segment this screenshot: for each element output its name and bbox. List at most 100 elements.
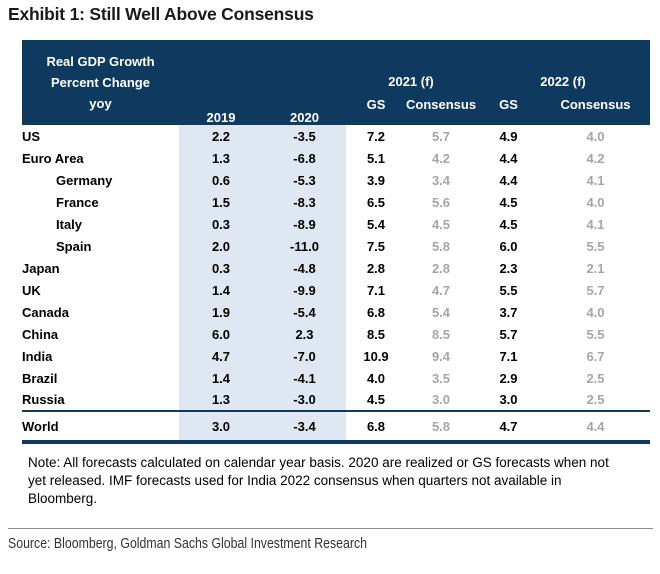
header-gs-2022: GS [476,92,541,125]
value-cell: 2.0 [179,235,263,257]
value-cell: 4.1 [586,172,605,188]
value-cell: 5.7 [431,128,451,144]
row-label: Italy [56,216,83,232]
world-2021-consensus-value: 5.8 [406,410,476,444]
table-row: Canada 1.9 -5.4 6.8 5.4 3.7 4.0 [22,301,650,323]
value-cell: -5.3 [263,169,346,191]
world-row-label: World [22,410,179,444]
table-row: UK 1.4 -9.9 7.1 4.7 5.5 5.7 [22,279,650,301]
value-cell: 6.8 [366,304,386,320]
row-label: China [22,326,59,342]
value-cell: 5.7 [499,326,518,342]
value-cell: 4.1 [586,216,605,232]
value-cell: 5.5 [499,282,518,298]
table-row: Spain 2.0 -11.0 7.5 5.8 6.0 5.5 [22,235,650,257]
value-cell: 6.5 [366,194,386,210]
row-label: Canada [22,304,69,320]
row-label: Japan [22,260,60,276]
value-cell: 1.3 [179,147,263,169]
header-consensus-2021: Consensus [406,92,476,125]
value-cell: 5.8 [431,238,451,254]
value-cell: 4.5 [499,194,518,210]
value-cell: 5.5 [586,326,605,342]
value-cell: 4.7 [431,282,451,298]
table-header: Real GDP Growth Percent Change yoy 2019 … [22,40,650,125]
value-cell: 4.4 [499,172,518,188]
header-group-2022f: 2022 (f) [476,40,650,92]
value-cell: 2.1 [586,260,605,276]
source-text: Source: Bloomberg, Goldman Sachs Global … [8,536,367,552]
value-cell: 0.3 [179,213,263,235]
value-cell: 2.5 [586,370,605,386]
value-cell: 3.0 [431,392,451,407]
value-cell: 7.2 [366,128,386,144]
value-cell: 4.5 [366,392,386,407]
table-row: Brazil 1.4 -4.1 4.0 3.5 2.9 2.5 [22,367,650,389]
value-cell: -6.8 [263,147,346,169]
table-row: Euro Area 1.3 -6.8 5.1 4.2 4.4 4.2 [22,147,650,169]
row-label: Spain [56,238,92,254]
value-cell: -5.4 [263,301,346,323]
row-label: India [22,348,53,364]
value-cell: 1.5 [179,191,263,213]
value-cell: 3.4 [431,172,451,188]
world-2022-consensus-value: 4.4 [541,410,650,444]
row-label: Brazil [22,370,58,386]
row-label: France [56,194,99,210]
value-cell: 0.6 [179,169,263,191]
value-cell: 2.3 [263,323,346,345]
value-cell: 1.3 [179,389,263,411]
value-cell: -3.5 [263,125,346,147]
header-year-2020: 2020 [263,40,346,125]
header-label-line3: yoy [89,96,112,111]
world-2019-value: 3.0 [179,410,263,444]
value-cell: 1.4 [179,279,263,301]
row-label: Euro Area [22,150,84,166]
world-2020-value: -3.4 [263,410,346,444]
value-cell: 5.4 [431,304,451,320]
value-cell: 2.5 [586,392,605,407]
table-row: Japan 0.3 -4.8 2.8 2.8 2.3 2.1 [22,257,650,279]
value-cell: 8.5 [431,326,451,342]
value-cell: 7.1 [366,282,386,298]
row-label: Germany [56,172,113,188]
exhibit-title: Exhibit 1: Still Well Above Consensus [8,4,314,24]
table-row: US 2.2 -3.5 7.2 5.7 4.9 4.0 [22,125,650,147]
value-cell: 5.4 [366,216,386,232]
value-cell: 4.5 [431,216,451,232]
value-cell: 5.7 [586,282,605,298]
table-row: Russia 1.3 -3.0 4.5 3.0 3.0 2.5 [22,389,650,411]
value-cell: -4.1 [263,367,346,389]
gdp-growth-table: Real GDP Growth Percent Change yoy 2019 … [22,40,650,444]
world-row-section: World 3.0 -3.4 6.8 5.8 4.7 4.4 [22,410,650,444]
header-gs-2021: GS [346,92,406,125]
value-cell: 4.9 [499,128,518,144]
value-cell: 2.2 [179,125,263,147]
value-cell: -9.9 [263,279,346,301]
value-cell: 2.3 [499,260,518,276]
value-cell: 3.5 [431,370,451,386]
value-cell: 4.0 [366,370,386,386]
header-label-line2: Percent Change [51,75,150,90]
table-body: US 2.2 -3.5 7.2 5.7 4.9 4.0 Euro Area 1.3 -6.8 5.1… [22,125,650,411]
world-2022-gs-value: 4.7 [476,410,541,444]
value-cell: 4.2 [431,150,451,166]
value-cell: -3.0 [263,389,346,411]
divider-rule [8,528,653,529]
row-label: US [22,128,41,144]
value-cell: 4.0 [586,304,605,320]
value-cell: 6.0 [499,238,518,254]
table-row: Germany 0.6 -5.3 3.9 3.4 4.4 4.1 [22,169,650,191]
row-label: Russia [22,392,65,407]
header-consensus-2022: Consensus [541,92,650,125]
value-cell: 2.9 [499,370,518,386]
value-cell: 6.7 [586,348,605,364]
table-row: France 1.5 -8.3 6.5 5.6 4.5 4.0 [22,191,650,213]
value-cell: -8.9 [263,213,346,235]
value-cell: 4.5 [499,216,518,232]
value-cell: 6.0 [179,323,263,345]
value-cell: 5.1 [366,150,386,166]
value-cell: 1.9 [179,301,263,323]
table-row: Italy 0.3 -8.9 5.4 4.5 4.5 4.1 [22,213,650,235]
world-2021-gs-value: 6.8 [346,410,406,444]
